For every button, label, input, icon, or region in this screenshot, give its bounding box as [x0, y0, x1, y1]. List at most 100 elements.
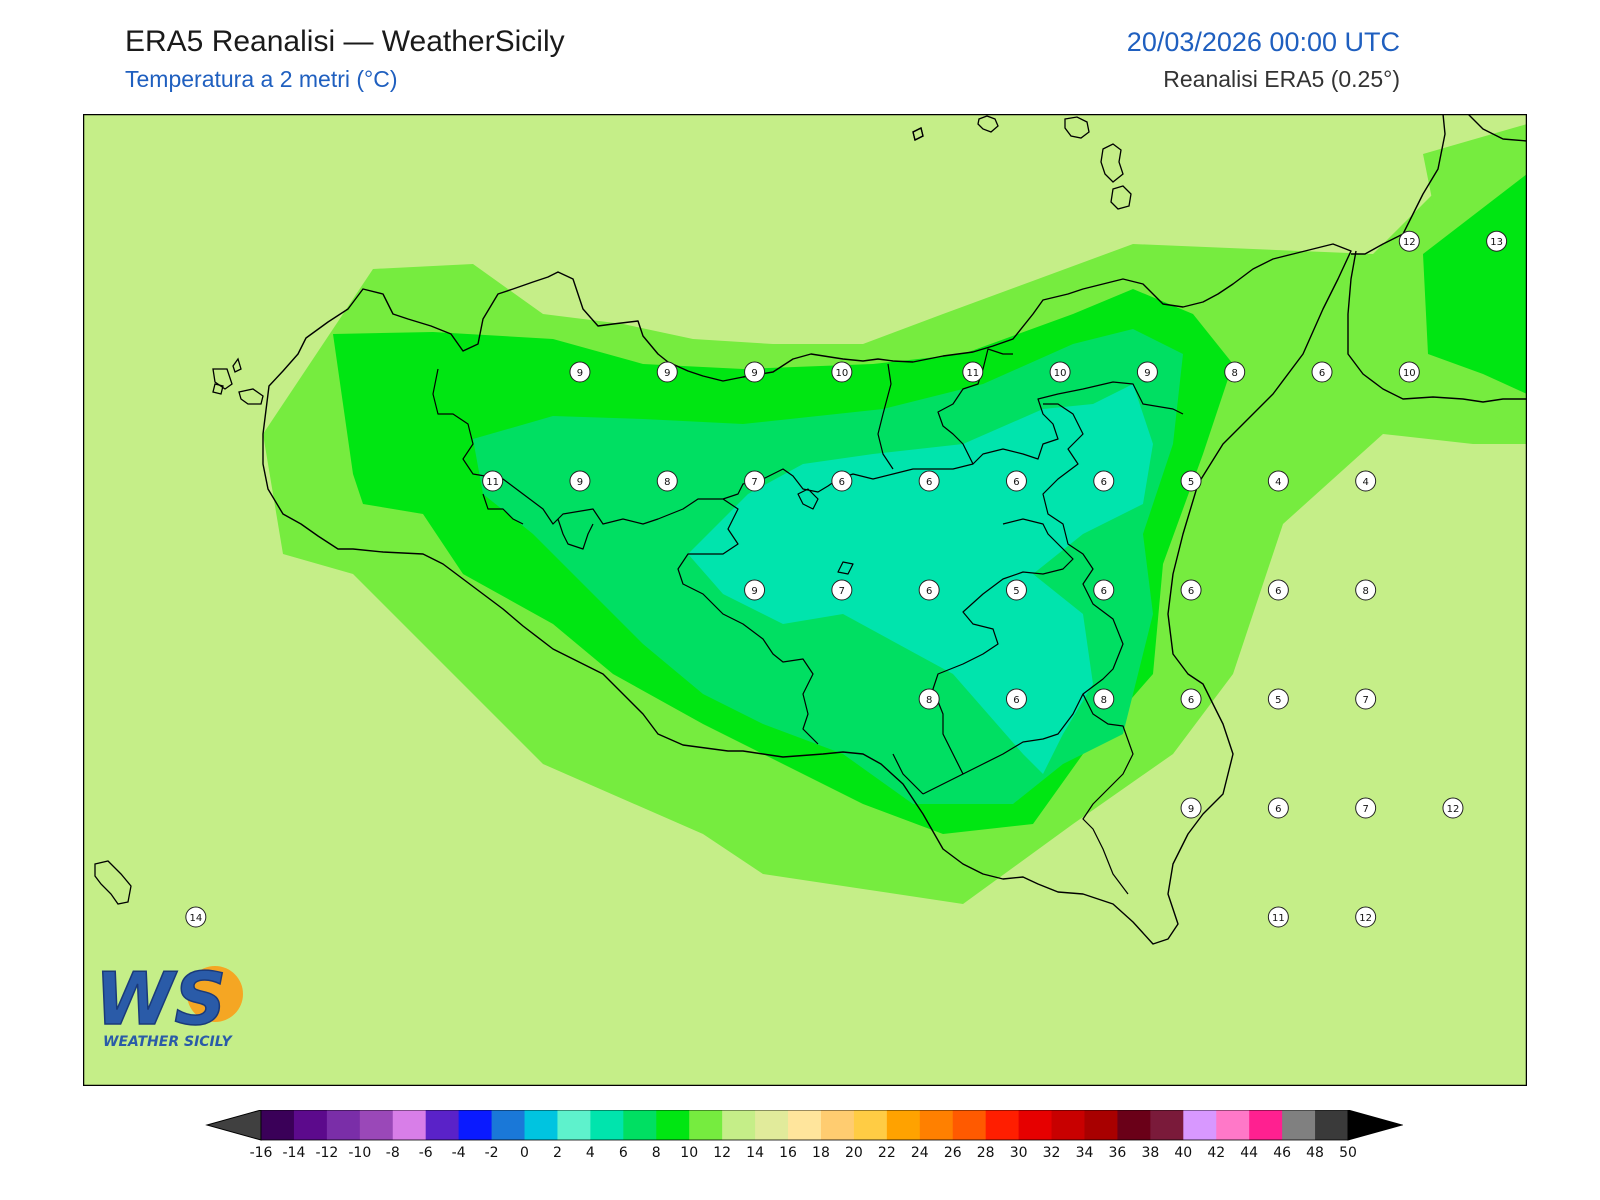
station-marker — [1355, 688, 1377, 710]
map-title: ERA5 Reanalisi — WeatherSicily — [125, 25, 565, 58]
colorbar-segment — [392, 1110, 427, 1140]
colorbar-segment — [1183, 1110, 1217, 1140]
station-marker — [1311, 361, 1333, 383]
colorbar-segment — [1249, 1110, 1283, 1140]
station-marker — [1486, 230, 1508, 252]
colorbar-tick-label: 10 — [680, 1145, 698, 1161]
colorbar-tick-label: 34 — [1076, 1145, 1094, 1161]
pantelleria-island — [94, 860, 132, 905]
station-marker — [1267, 797, 1289, 819]
station-value: 9 — [751, 368, 757, 379]
station-marker — [831, 361, 853, 383]
colorbar-segment — [1282, 1110, 1316, 1140]
logo-sun — [187, 966, 243, 1022]
colorbar-tick-label: -6 — [419, 1145, 433, 1161]
colorbar-tick-label: 6 — [619, 1145, 628, 1161]
colorbar-segment — [853, 1110, 888, 1140]
station-marker — [1180, 797, 1202, 819]
station-value: 8 — [1232, 368, 1238, 379]
colorbar-tick-label: 18 — [812, 1145, 830, 1161]
band-12-14-inner — [413, 699, 473, 744]
station-value: 6 — [1275, 804, 1281, 815]
station-marker — [1180, 688, 1202, 710]
station-value: 9 — [751, 586, 757, 597]
colorbar-segment — [458, 1110, 493, 1140]
sicily-coastline — [262, 243, 1352, 945]
colorbar-under-arrow — [205, 1109, 262, 1141]
station-value: 8 — [1101, 695, 1107, 706]
colorbar-segment — [1150, 1110, 1184, 1140]
station-value: 6 — [926, 477, 932, 488]
station-value: 4 — [1275, 477, 1281, 488]
station-value: 5 — [1013, 586, 1019, 597]
temperature-map: 9 9 9 10 11 10 9 8 6 10 12 13 11 9 8 7 6 6 6 6 5 4 4 9 7 6 5 6 6 6 8 8 6… — [83, 114, 1527, 1086]
logo-ws-text: WS — [95, 957, 226, 1041]
station-marker — [962, 361, 984, 383]
station-marker — [1398, 361, 1420, 383]
station-value: 11 — [486, 477, 499, 488]
colorbar-segment — [623, 1110, 657, 1140]
colorbar-tick-label: 26 — [944, 1145, 962, 1161]
station-value: 9 — [577, 368, 583, 379]
station-value: 7 — [839, 586, 845, 597]
station-marker — [1267, 906, 1289, 928]
station-value: 8 — [926, 695, 932, 706]
colorbar-segment — [985, 1110, 1020, 1140]
station-marker — [918, 579, 940, 601]
station-marker — [1049, 361, 1071, 383]
station-marker — [744, 361, 766, 383]
weather-sicily-logo: WS WEATHER SICILY — [94, 956, 243, 1050]
station-marker — [1093, 579, 1115, 601]
station-value: 12 — [1447, 804, 1460, 815]
station-marker — [1005, 688, 1027, 710]
colorbar-tick-label: 22 — [878, 1145, 896, 1161]
province-borders — [432, 348, 1184, 895]
colorbar-tick-label: 38 — [1141, 1145, 1159, 1161]
station-marker — [1180, 470, 1202, 492]
colorbar-segment — [1018, 1110, 1053, 1140]
valid-datetime: 20/03/2026 00:00 UTC — [1126, 27, 1400, 57]
colorbar-segment — [425, 1110, 460, 1140]
colorbar-tick-label: -16 — [250, 1145, 273, 1161]
station-marker — [1093, 688, 1115, 710]
station-value: 10 — [1403, 368, 1416, 379]
station-value: 5 — [1188, 477, 1194, 488]
station-marker — [918, 688, 940, 710]
station-marker — [1180, 579, 1202, 601]
colorbar-tick-label: 44 — [1240, 1145, 1258, 1161]
calabria-coastline — [1347, 250, 1527, 403]
station-marker — [482, 470, 504, 492]
station-value: 10 — [835, 368, 848, 379]
colorbar-tick-label: 8 — [652, 1145, 661, 1161]
station-value: 7 — [1362, 695, 1368, 706]
station-value: 11 — [966, 368, 979, 379]
colorbar-segment — [788, 1110, 822, 1140]
station-value: 9 — [1188, 804, 1194, 815]
colorbar-segment — [919, 1110, 954, 1140]
colorbar-segment — [820, 1110, 855, 1140]
logo-caption: WEATHER SICILY — [103, 1034, 234, 1050]
colorbar-tick-label: 48 — [1306, 1145, 1324, 1161]
station-value: 6 — [1319, 368, 1325, 379]
colorbar-tick-label: 24 — [911, 1145, 929, 1161]
station-marker — [831, 579, 853, 601]
station-value: 6 — [1013, 477, 1019, 488]
colorbar-tick-label: -10 — [348, 1145, 371, 1161]
colorbar-tick-label: -2 — [485, 1145, 499, 1161]
calabria-coast-north — [1351, 114, 1446, 255]
colorbar-tick-label: 2 — [553, 1145, 562, 1161]
station-value: 11 — [1272, 913, 1285, 924]
station-marker — [1267, 579, 1289, 601]
station-marker — [1005, 470, 1027, 492]
station-marker — [1355, 579, 1377, 601]
colorbar-tick-label: 30 — [1010, 1145, 1028, 1161]
colorbar-segment — [952, 1110, 987, 1140]
colorbar-segment — [1051, 1110, 1085, 1140]
data-source: Reanalisi ERA5 (0.25°) — [1163, 66, 1400, 92]
station-value: 6 — [1101, 477, 1107, 488]
egadi-islands — [212, 357, 264, 405]
colorbar-tick-label: -4 — [452, 1145, 466, 1161]
colorbar-tick-label: 28 — [977, 1145, 995, 1161]
colorbar-tick-label: 42 — [1207, 1145, 1225, 1161]
colorbar-segment — [524, 1110, 558, 1140]
